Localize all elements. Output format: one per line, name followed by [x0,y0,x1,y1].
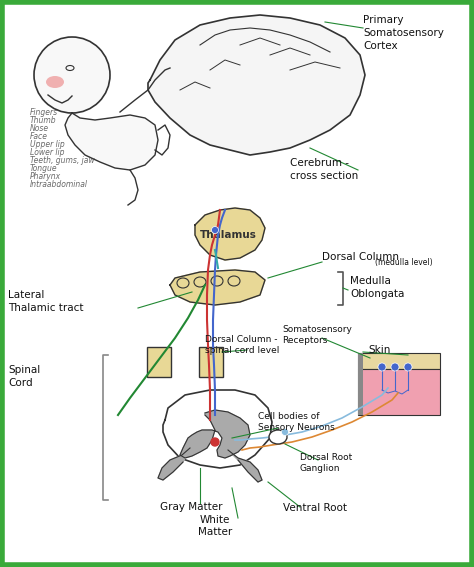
Text: Cerebrum -
cross section: Cerebrum - cross section [290,158,358,181]
Text: Cell bodies of
Sensory Neurons: Cell bodies of Sensory Neurons [258,412,335,432]
Ellipse shape [228,276,240,286]
Text: Lateral
Thalamic tract: Lateral Thalamic tract [8,290,83,313]
Circle shape [34,37,110,113]
Text: Teeth, gums, jaw: Teeth, gums, jaw [30,156,95,165]
Circle shape [404,363,412,371]
Polygon shape [163,390,272,468]
Text: Somatosensory
Receptors: Somatosensory Receptors [282,325,352,345]
Ellipse shape [46,76,64,88]
Polygon shape [65,113,158,170]
Text: Nose: Nose [30,124,49,133]
Polygon shape [180,410,250,458]
FancyBboxPatch shape [358,353,363,415]
Polygon shape [195,208,265,260]
Text: Dorsal Column: Dorsal Column [322,252,399,262]
Text: Dorsal Column -
spinal cord level: Dorsal Column - spinal cord level [205,335,279,355]
FancyBboxPatch shape [199,347,223,377]
Ellipse shape [194,277,206,287]
Text: Intraabdominal: Intraabdominal [30,180,88,189]
Circle shape [211,226,219,234]
Text: White
Matter: White Matter [198,515,232,538]
Ellipse shape [269,430,287,444]
Polygon shape [170,270,265,305]
Ellipse shape [177,278,189,288]
Text: Thalamus: Thalamus [200,230,256,240]
Text: Thumb: Thumb [30,116,56,125]
Circle shape [391,363,399,371]
Text: Face: Face [30,132,48,141]
Text: Ventral Root: Ventral Root [283,503,347,513]
Polygon shape [148,15,365,155]
Circle shape [211,438,219,446]
Text: Dorsal Root
Ganglion: Dorsal Root Ganglion [300,453,352,473]
Text: Spinal
Cord: Spinal Cord [8,365,40,388]
Text: Pharynx: Pharynx [30,172,61,181]
FancyBboxPatch shape [358,353,440,369]
Circle shape [378,363,386,371]
Circle shape [282,429,289,435]
Polygon shape [228,450,262,482]
Text: (medulla level): (medulla level) [375,258,433,267]
Polygon shape [158,448,190,480]
FancyBboxPatch shape [358,369,440,415]
Text: Medulla
Oblongata: Medulla Oblongata [350,276,404,299]
Text: Upper lip: Upper lip [30,140,65,149]
Ellipse shape [211,276,223,286]
Text: Primary
Somatosensory
Cortex: Primary Somatosensory Cortex [363,15,444,52]
Text: Fingers: Fingers [30,108,58,117]
Text: Skin: Skin [368,345,391,355]
Text: Lower lip: Lower lip [30,148,64,157]
Text: Gray Matter: Gray Matter [160,502,222,512]
FancyBboxPatch shape [147,347,171,377]
Text: Tongue: Tongue [30,164,58,173]
